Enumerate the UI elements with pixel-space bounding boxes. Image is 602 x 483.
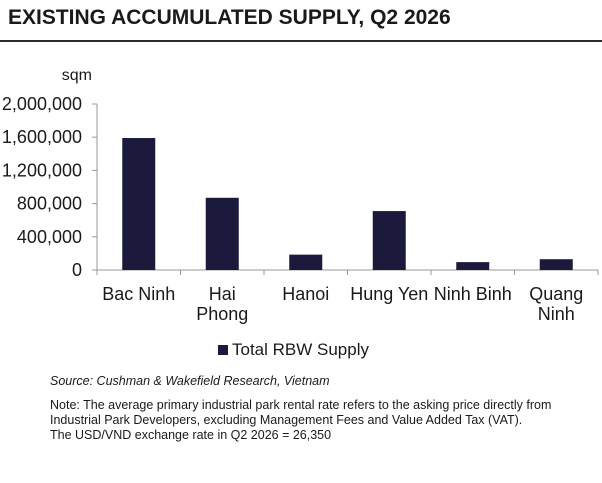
bar-hanoi — [289, 254, 323, 270]
page-title: EXISTING ACCUMULATED SUPPLY, Q2 2026 — [8, 6, 451, 29]
y-tick-label: 0 — [72, 260, 82, 280]
exchange-rate-note: The USD/VND exchange rate in Q2 2026 = 2… — [50, 428, 332, 442]
x-tick-label: Quang Ninh — [529, 284, 583, 324]
footnote: Note: The average primary industrial par… — [50, 398, 598, 443]
x-tick-label: Bac Ninh — [102, 284, 175, 304]
bar-ninh-binh — [456, 262, 490, 270]
note-text: Note: The average primary industrial par… — [50, 398, 552, 427]
y-tick-label: 400,000 — [17, 227, 82, 247]
bar-bac-ninh — [122, 138, 156, 270]
y-tick-label: 1,600,000 — [2, 127, 82, 147]
y-tick-label: 800,000 — [17, 194, 82, 214]
bar-quang-ninh — [539, 259, 573, 270]
bar-hung-yen — [372, 211, 406, 270]
bar-hai-phong — [205, 197, 239, 270]
y-tick-label: 1,200,000 — [2, 160, 82, 180]
bar-chart: sqm 0 400,000 800,000 1,200,000 1,600,000 2,00… — [2, 67, 599, 324]
chart-legend: Total RBW Supply — [218, 340, 369, 360]
title-divider — [0, 40, 602, 42]
x-tick-label: Hung Yen — [350, 284, 428, 304]
source-note: Source: Cushman & Wakefield Research, Vi… — [50, 374, 330, 388]
y-tick-label: 2,000,000 — [2, 94, 82, 114]
x-tick-label: Ninh Binh — [434, 284, 512, 304]
legend-label: Total RBW Supply — [232, 340, 369, 359]
x-tick-label: Hai Phong — [196, 284, 248, 324]
y-axis-unit: sqm — [62, 67, 92, 84]
legend-swatch — [218, 345, 228, 355]
x-tick-label: Hanoi — [282, 284, 329, 304]
